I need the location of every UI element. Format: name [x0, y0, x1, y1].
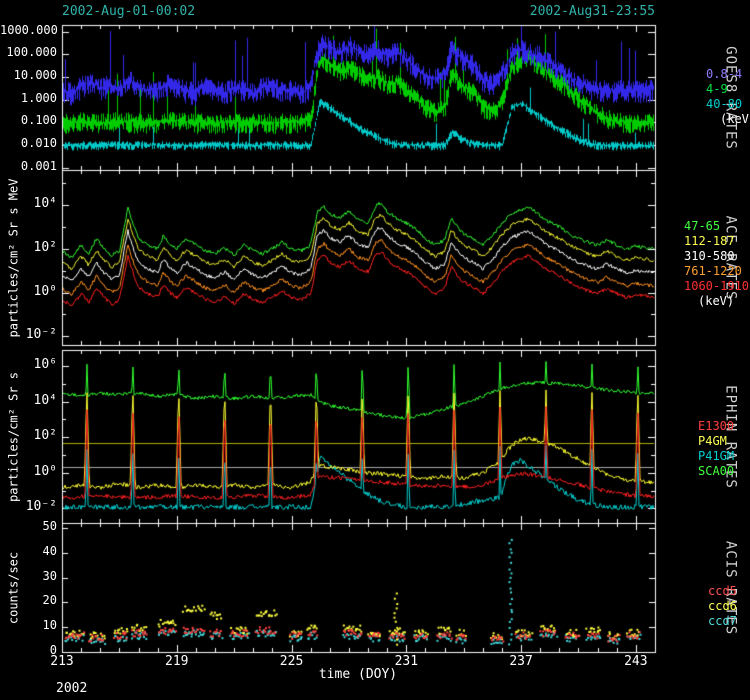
y-tick-label-p3-4: 10⁻² [25, 499, 57, 515]
y-tick-label-p4-5: 0 [49, 643, 57, 657]
y-tick-label-p4-0: 50 [42, 518, 57, 533]
x-tick-label-2: 225 [279, 654, 304, 669]
x-axis-label: time (DOY) [318, 667, 398, 682]
y-axis-title-p4: counts/sec [6, 551, 21, 624]
legend-112-187: 112-187 [684, 234, 735, 248]
start-datetime: 2002-Aug-01-00:02 [62, 4, 196, 19]
y-tick-label-p1-3: 1.000 [20, 90, 57, 105]
y-tick-label-p2-2: 10⁰ [33, 283, 57, 299]
legend-p4gm: P4GM [698, 434, 727, 448]
y-tick-label-p1-6: 0.001 [20, 158, 57, 173]
legend-0-8-4: 0.8-4 [706, 67, 743, 81]
legend-ccd5: ccd5 [708, 584, 737, 598]
legend-ccd7: ccd7 [708, 614, 737, 628]
y-axis-title-p3: particles/cm² Sr s [6, 371, 21, 502]
y-tick-label-p4-4: 10 [42, 618, 57, 633]
panel-title-acis-rates: ACIS RATES [722, 540, 739, 635]
panel-title-goes8-rates: GOES8 RATES [722, 45, 739, 150]
y-tick-label-p4-2: 30 [42, 568, 57, 583]
panel-title-ace-rates: ACE RATES [722, 215, 739, 300]
legend--kev-: (keV) [698, 294, 735, 308]
x-tick-label-3: 231 [394, 654, 419, 669]
legend-ccd6: ccd6 [708, 599, 737, 613]
y-tick-label-p4-1: 40 [42, 543, 57, 558]
x-axis-year: 2002 [56, 681, 88, 696]
legend-sca00: SCA00 [698, 464, 735, 478]
panel-title-ephin-rates: EPHIN RATES [722, 384, 739, 489]
y-tick-label-p4-3: 20 [42, 593, 57, 608]
y-tick-label-p1-4: 0.100 [20, 113, 57, 128]
x-tick-label-4: 237 [509, 654, 533, 669]
x-tick-label-0: 213 [50, 654, 74, 669]
x-tick-label-5: 243 [624, 654, 648, 669]
y-tick-label-p2-0: 10⁴ [33, 196, 57, 212]
y-tick-label-p1-0: 1000.000 [0, 22, 58, 37]
legend-47-65: 47-65 [684, 219, 721, 233]
y-tick-label-p3-1: 10⁴ [33, 392, 57, 408]
x-tick-label-1: 219 [165, 654, 189, 669]
legend-40-80: 40-80 [706, 97, 743, 111]
legend-4-9: 4-9 [706, 82, 728, 96]
legend-1060-1910: 1060-1910 [684, 279, 750, 293]
legend-310-580: 310-580 [684, 249, 735, 263]
y-axis-title-p2: particles/cm² Sr s MeV [6, 178, 21, 337]
y-tick-label-p1-5: 0.010 [20, 136, 57, 151]
legend-761-1220: 761-1220 [684, 264, 742, 278]
legend-e1300: E1300 [698, 419, 735, 433]
y-tick-label-p3-0: 10⁶ [33, 357, 57, 373]
end-datetime: 2002-Aug31-23:55 [529, 4, 655, 19]
y-tick-label-p3-2: 10² [33, 428, 57, 444]
legend--kev-: (keV) [720, 112, 750, 126]
y-tick-label-p2-3: 10⁻² [25, 327, 57, 343]
y-tick-label-p3-3: 10⁰ [33, 463, 57, 479]
y-tick-label-p1-2: 10.000 [13, 68, 57, 83]
y-tick-label-p2-1: 10² [33, 239, 57, 255]
y-tick-label-p1-1: 100.000 [6, 45, 57, 60]
legend-p41gm: P41GM [698, 449, 735, 463]
